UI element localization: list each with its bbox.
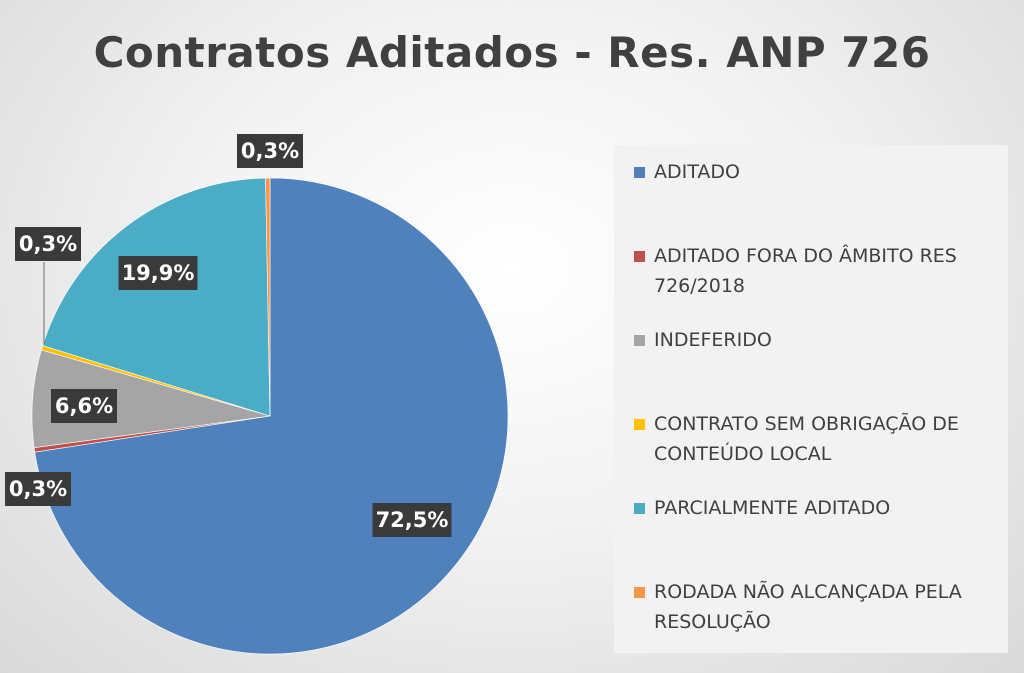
data-label-4: 0,3% bbox=[15, 227, 81, 261]
legend-label: PARCIALMENTE ADITADO bbox=[654, 497, 891, 519]
data-label-3: 6,6% bbox=[51, 389, 117, 423]
data-label-text: 0,3% bbox=[9, 477, 67, 501]
data-label-5: 19,9% bbox=[118, 256, 198, 290]
legend-swatch bbox=[634, 335, 645, 346]
data-label-box bbox=[237, 134, 303, 168]
legend-swatch bbox=[634, 503, 645, 514]
data-label-text: 72,5% bbox=[376, 508, 449, 532]
legend-label: ADITADO FORA DO ÂMBITO RES 726/2018 bbox=[654, 245, 957, 297]
legend-label: CONTRATO SEM OBRIGAÇÃO DE CONTEÚDO LOCAL bbox=[654, 413, 959, 465]
data-labels: 72,5% 0,3% 6,6% 0,3% 19,9% 0,3% bbox=[5, 134, 452, 537]
legend-label: INDEFERIDO bbox=[654, 329, 772, 351]
data-label-text: 6,6% bbox=[55, 394, 113, 418]
legend-swatch bbox=[634, 251, 645, 262]
data-label-box bbox=[15, 227, 81, 261]
legend-item: PARCIALMENTE ADITADO bbox=[634, 493, 994, 523]
data-label-2: 0,3% bbox=[5, 472, 71, 506]
legend-item: ADITADO FORA DO ÂMBITO RES 726/2018 bbox=[634, 241, 994, 301]
data-label-text: 0,3% bbox=[241, 139, 299, 163]
legend-item: RODADA NÃO ALCANÇADA PELA RESOLUÇÃO bbox=[634, 577, 994, 637]
legend-swatch bbox=[634, 167, 645, 178]
legend-item: ADITADO bbox=[634, 157, 994, 187]
pie-slice-5 bbox=[42, 177, 271, 417]
pie-slice-6 bbox=[265, 177, 271, 417]
data-label-6: 0,3% bbox=[237, 134, 303, 168]
legend-label: ADITADO bbox=[654, 161, 740, 183]
data-label-text: 19,9% bbox=[122, 261, 195, 285]
data-label-box bbox=[118, 256, 198, 290]
data-label-box bbox=[372, 503, 452, 537]
legend-item: INDEFERIDO bbox=[634, 325, 994, 355]
legend-label: RODADA NÃO ALCANÇADA PELA RESOLUÇÃO bbox=[654, 581, 962, 633]
chart-title: Contratos Aditados - Res. ANP 726 bbox=[93, 28, 931, 77]
legend-item: CONTRATO SEM OBRIGAÇÃO DE CONTEÚDO LOCAL bbox=[634, 409, 994, 469]
data-label-box bbox=[5, 472, 71, 506]
legend: ADITADO ADITADO FORA DO ÂMBITO RES 726/20… bbox=[614, 145, 1008, 653]
data-label-1: 72,5% bbox=[372, 503, 452, 537]
data-label-text: 0,3% bbox=[19, 232, 77, 256]
data-label-box bbox=[51, 389, 117, 423]
legend-swatch bbox=[634, 587, 645, 598]
legend-swatch bbox=[634, 419, 645, 430]
